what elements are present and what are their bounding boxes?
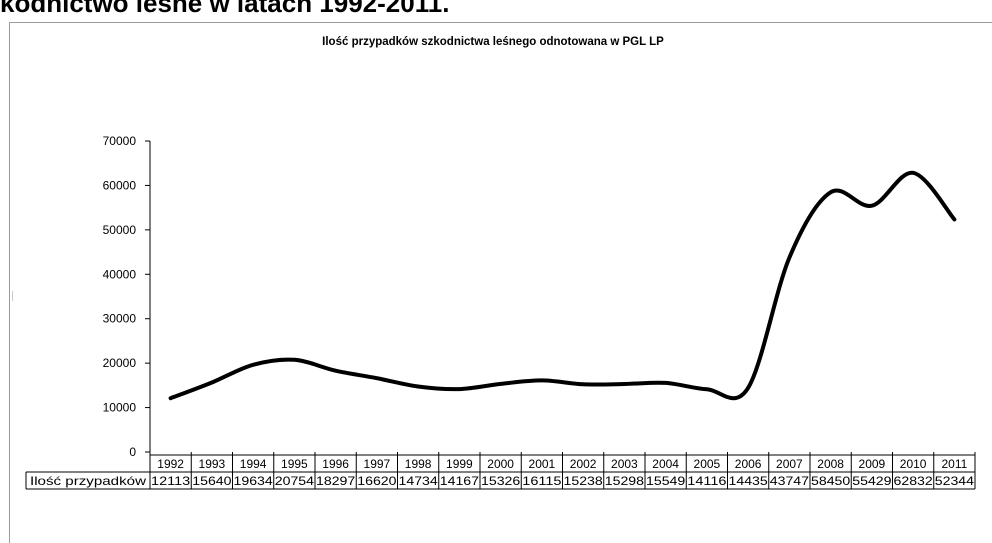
x-tick-label: 2009 (859, 457, 886, 471)
table-series-label: Ilość przypadków (30, 474, 146, 488)
table-value-cell: 19634 (234, 474, 274, 488)
y-tick-label: 10000 (103, 401, 137, 415)
table-value-cell: 15298 (605, 474, 645, 488)
frame-handle-mark (12, 291, 13, 301)
x-tick-label: 1992 (157, 457, 184, 471)
x-tick-label: 1998 (405, 457, 432, 471)
chart-frame (9, 22, 992, 543)
table-value-cell: 55429 (852, 474, 892, 488)
x-axis: 1992 1993 1994 1995 1996 1997 1998 1999 2000 2001… (150, 454, 975, 471)
y-tick-label: 0 (129, 445, 136, 459)
x-tick-label: 1994 (240, 457, 267, 471)
table-value-cell: 15238 (564, 474, 604, 488)
table-value-cell: 14167 (440, 474, 480, 488)
table-value-cell: 20754 (275, 474, 315, 488)
y-tick-label: 20000 (103, 356, 137, 370)
y-tick-label: 30000 (103, 312, 137, 326)
x-tick-label: 1995 (281, 457, 308, 471)
x-tick-label: 2008 (817, 457, 844, 471)
x-tick-label: 2003 (611, 457, 638, 471)
y-axis: 0 10000 20000 30000 40000 50000 60000 70000 (103, 134, 151, 459)
x-tick-label: 2002 (570, 457, 597, 471)
page-heading: kodnictwo leśne w latach 1992-2011. (0, 0, 450, 18)
series-line (168, 170, 957, 401)
table-value-cell: 14116 (687, 474, 727, 488)
table-value-cell: 16620 (357, 474, 397, 488)
data-table: Ilość przypadków 12113 15640 19634 20754 1829… (25, 452, 976, 490)
y-tick-label: 60000 (103, 178, 137, 192)
table-value-cell: 12113 (151, 474, 191, 488)
x-tick-label: 2005 (694, 457, 721, 471)
x-tick-label: 1999 (446, 457, 473, 471)
table-value-cell: 58450 (811, 474, 851, 488)
table-value-cell: 15549 (646, 474, 686, 488)
chart-title: Ilość przypadków szkodnictwa leśnego odn… (322, 36, 664, 48)
table-value-cell: 16115 (522, 474, 562, 488)
x-tick-label: 1993 (199, 457, 226, 471)
table-value-cell: 14734 (399, 474, 439, 488)
table-value-cell: 52344 (935, 474, 975, 488)
table-value-cell: 14435 (729, 474, 769, 488)
table-value-cell: 15326 (481, 474, 521, 488)
x-tick-label: 2007 (776, 457, 803, 471)
x-tick-label: 1997 (364, 457, 391, 471)
y-tick-label: 40000 (103, 267, 137, 281)
table-value-cell: 18297 (316, 474, 356, 488)
x-tick-label: 2010 (900, 457, 927, 471)
x-tick-label: 2004 (652, 457, 679, 471)
x-tick-label: 2006 (735, 457, 762, 471)
table-value-cell: 62832 (894, 474, 934, 488)
x-tick-label: 2000 (487, 457, 514, 471)
x-tick-label: 2001 (529, 457, 556, 471)
y-tick-label: 50000 (103, 223, 137, 237)
x-tick-label: 2011 (941, 457, 967, 471)
y-tick-label: 70000 (103, 134, 137, 148)
x-tick-label: 1996 (322, 457, 349, 471)
table-value-cell: 43747 (770, 474, 810, 488)
table-value-cell: 15640 (192, 474, 232, 488)
